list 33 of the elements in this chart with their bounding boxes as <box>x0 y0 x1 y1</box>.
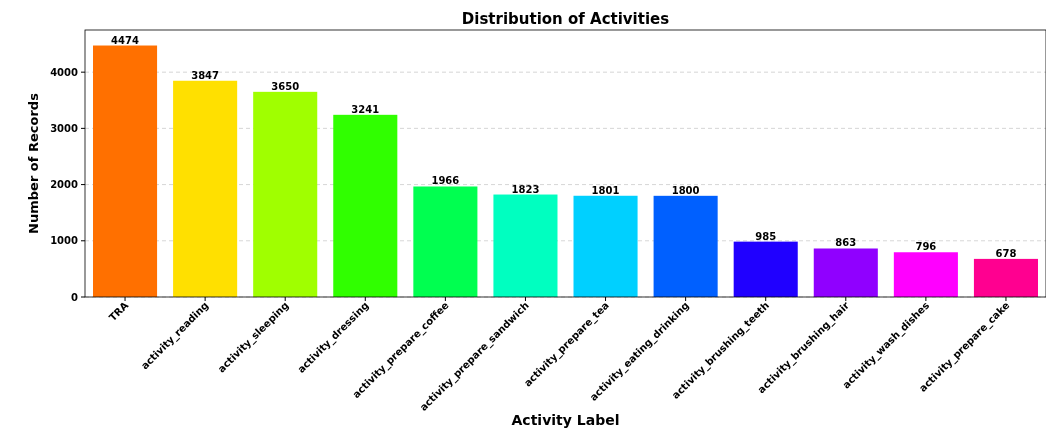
data-label: 678 <box>995 247 1017 259</box>
bar <box>653 195 718 297</box>
data-label: 3847 <box>191 69 220 81</box>
bar <box>253 91 318 297</box>
y-tick-label: 0 <box>71 291 79 303</box>
bar <box>733 241 798 297</box>
bar <box>813 248 878 297</box>
data-label: 1801 <box>591 184 620 196</box>
bar <box>413 186 478 297</box>
bar <box>973 258 1038 297</box>
bar <box>893 252 958 297</box>
y-tick-label: 3000 <box>50 122 79 134</box>
bar <box>333 114 398 297</box>
data-label: 1966 <box>431 175 460 187</box>
y-tick-label: 4000 <box>50 66 79 78</box>
x-tick-label: TRA <box>106 299 131 324</box>
bar <box>93 45 158 297</box>
bar <box>573 195 638 297</box>
data-label: 796 <box>915 241 937 253</box>
data-label: 3650 <box>271 80 300 92</box>
data-label: 3241 <box>351 103 380 115</box>
y-axis-title: Number of Records <box>26 92 41 234</box>
chart-title: Distribution of Activities <box>461 10 670 28</box>
data-label: 1823 <box>511 183 540 195</box>
bar <box>493 194 558 297</box>
x-axis-title: Activity Label <box>511 412 620 428</box>
y-tick-label: 1000 <box>50 235 79 247</box>
data-label: 1800 <box>671 184 700 196</box>
y-tick-label: 2000 <box>50 179 79 191</box>
data-label: 985 <box>755 230 777 242</box>
data-label: 4474 <box>111 34 139 46</box>
data-label: 863 <box>835 237 857 249</box>
bar <box>173 80 238 297</box>
